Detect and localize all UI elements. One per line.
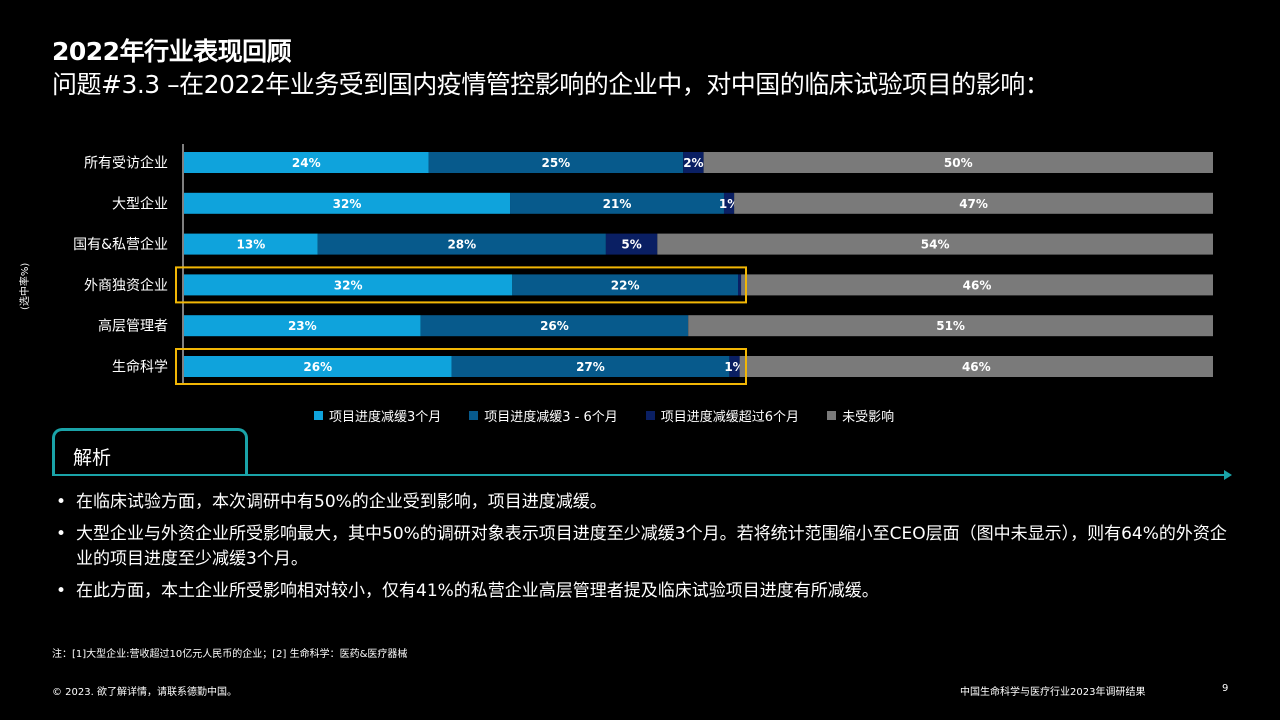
bar-segment — [184, 274, 513, 296]
legend-label: 未受影响 — [842, 410, 895, 425]
bar-data-label: 46% — [963, 278, 992, 292]
bar-data-label: 32% — [334, 278, 363, 292]
category-label: 所有受访企业 — [84, 155, 168, 172]
bar-data-label: 26% — [540, 319, 569, 333]
legend-swatch — [314, 411, 323, 420]
bar-data-label: 47% — [959, 197, 988, 211]
y-axis-label: (选中率%) — [20, 262, 31, 310]
bar-segment — [688, 315, 1213, 337]
bullet-text: 在此方面，本土企业所受影响相对较小，仅有41%的私营企业高层管理者提及临床试验项… — [76, 581, 879, 601]
bar-segment — [510, 192, 724, 214]
legend-item: 项目进度减缓3个月 — [314, 406, 441, 425]
bar-segment — [683, 152, 704, 173]
legend-label: 项目进度减缓超过6个月 — [660, 410, 800, 425]
legend-item: 未受影响 — [827, 406, 894, 425]
bar-segment — [184, 233, 318, 255]
bar-segment — [184, 192, 511, 214]
legend-item: 项目进度减缓3 - 6个月 — [469, 406, 618, 425]
bar-data-label: 50% — [944, 156, 973, 170]
report-title: 中国生命科学与医疗行业2023年调研结果 — [960, 687, 1146, 698]
bar-segment — [605, 233, 658, 255]
bar-data-label: 46% — [962, 360, 991, 374]
legend-swatch — [827, 411, 837, 420]
bar-data-label: 23% — [288, 319, 317, 333]
bar-segment — [512, 274, 738, 296]
highlight-box — [175, 266, 747, 304]
bullet-item: • 大型企业与外资企业所受影响最大，其中50%的调研对象表示项目进度至少减缓3个月… — [56, 522, 1236, 572]
bar-data-label: 21% — [603, 197, 632, 211]
bar-segment — [184, 356, 452, 377]
bar-segment — [734, 192, 1213, 214]
bar-data-label: 1% — [724, 360, 744, 374]
bar-data-label: 5% — [621, 238, 641, 252]
bullet-icon: • — [56, 524, 67, 544]
bar-data-label: 26% — [303, 360, 332, 374]
footnote: 注：[1]大型企业:营收超过10亿元人民币的企业；[2] 生命科学：医药&医疗器… — [52, 649, 408, 660]
page-subtitle: 问题#3.3 –在2022年业务受到国内疫情管控影响的企业中，对中国的临床试验项… — [52, 70, 1050, 99]
category-label: 高层管理者 — [98, 318, 168, 335]
analysis-divider — [52, 474, 1230, 476]
category-label: 生命科学 — [112, 359, 168, 376]
bar-data-label: 28% — [447, 238, 476, 252]
bar-data-label: 51% — [936, 319, 965, 333]
bar-data-label: 24% — [292, 156, 321, 170]
bar-segment — [729, 356, 740, 377]
bar-segment — [737, 274, 742, 296]
bar-segment — [428, 152, 684, 173]
page-title: 2022年行业表现回顾 — [52, 37, 292, 66]
bar-data-label: 25% — [541, 156, 570, 170]
bar-data-label: 27% — [576, 360, 605, 374]
bar-segment — [451, 356, 730, 377]
bar-data-label: 1% — [719, 197, 739, 211]
bar-segment — [723, 192, 735, 214]
bar-data-label: 54% — [921, 238, 950, 252]
analysis-tab: 解析 — [52, 428, 248, 476]
category-label: 大型企业 — [112, 195, 168, 212]
bullet-text: 在临床试验方面，本次调研中有50%的企业受到影响，项目进度减缓。 — [76, 492, 607, 512]
bullet-icon: • — [56, 581, 67, 601]
bar-data-label: 13% — [237, 238, 266, 252]
legend-swatch — [645, 411, 655, 420]
category-label: 国有&私营企业 — [73, 236, 168, 253]
analysis-tab-label: 解析 — [73, 447, 112, 469]
bar-data-label: 22% — [611, 278, 640, 292]
bullet-item: • 在此方面，本土企业所受影响相对较小，仅有41%的私营企业高层管理者提及临床试验… — [56, 579, 1236, 604]
bullet-item: • 在临床试验方面，本次调研中有50%的企业受到影响，项目进度减缓。 — [56, 490, 1236, 515]
bar-segment — [703, 152, 1213, 173]
bar-segment — [184, 152, 429, 173]
bullet-text: 大型企业与外资企业所受影响最大，其中50%的调研对象表示项目进度至少减缓3个月。… — [76, 524, 1227, 569]
legend-swatch — [469, 411, 479, 420]
category-label: 外商独资企业 — [84, 277, 168, 294]
bar-segment — [420, 315, 689, 337]
legend-label: 项目进度减缓3 - 6个月 — [484, 410, 618, 425]
title-block: 2022年行业表现回顾 问题#3.3 –在2022年业务受到国内疫情管控影响的企… — [52, 36, 1050, 102]
page-number: 9 — [1222, 683, 1229, 694]
divider-arrow-icon — [1224, 470, 1232, 480]
bar-segment — [317, 233, 606, 255]
bar-segment — [739, 356, 1213, 377]
legend-label: 项目进度减缓3个月 — [329, 410, 442, 425]
bar-segment — [657, 233, 1213, 255]
analysis-bullets: • 在临床试验方面，本次调研中有50%的企业受到影响，项目进度减缓。 • 大型企业与外… — [56, 490, 1236, 611]
chart-legend: 项目进度减缓3个月 项目进度减缓3 - 6个月 项目进度减缓超过6个月 未受影响 — [314, 406, 894, 425]
highlight-box — [175, 348, 747, 385]
bullet-icon: • — [56, 492, 67, 512]
bar-data-label: 2% — [683, 156, 703, 170]
copyright: © 2023. 欲了解详情，请联系德勤中国。 — [52, 687, 237, 698]
bar-data-label: 32% — [333, 197, 362, 211]
stacked-bar-chart: 所有受访企业 24% 25% 2% 50% 大型企业 32% 21% 1% 47% 国有&私营企业 1… — [73, 144, 1213, 385]
legend-item: 项目进度减缓超过6个月 — [645, 406, 800, 425]
bar-segment — [741, 274, 1213, 296]
bar-segment — [184, 315, 421, 337]
